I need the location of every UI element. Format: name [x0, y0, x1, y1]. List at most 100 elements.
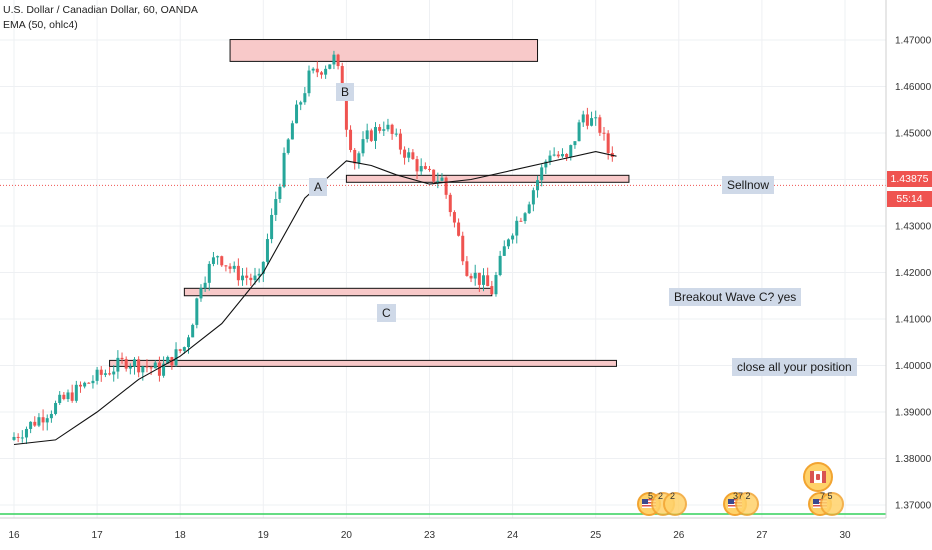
candle-body — [12, 436, 16, 440]
candle-body — [220, 256, 224, 266]
candle-body — [585, 114, 589, 126]
event-count: 2 — [670, 491, 676, 501]
candle-body — [556, 154, 560, 157]
candle-body — [290, 123, 294, 140]
candle-body — [286, 139, 290, 153]
breakout-label[interactable]: Breakout Wave C? yes — [669, 288, 802, 306]
candle-body — [20, 437, 24, 439]
candle-body — [598, 117, 602, 133]
candle-body — [299, 102, 303, 105]
candle-body — [245, 275, 249, 278]
candle-body — [565, 154, 569, 158]
support-resistance-zones — [109, 39, 630, 367]
candle-body — [494, 275, 498, 295]
candle-body — [469, 275, 473, 279]
candle-body — [540, 167, 544, 181]
candle-body — [187, 337, 191, 348]
event-count: 7 5 — [820, 491, 833, 501]
economic-events-group-2[interactable]: 37 2 — [723, 490, 759, 516]
price-tick-label: 1.45000 — [895, 129, 932, 140]
candle-body — [228, 266, 232, 269]
candle-body — [373, 127, 377, 141]
candle-body — [411, 152, 415, 160]
candle-body — [511, 235, 515, 240]
candle-body — [37, 417, 41, 426]
candle-body — [490, 286, 494, 295]
candle-body — [581, 114, 585, 123]
candle-body — [241, 275, 245, 281]
time-tick-label: 16 — [8, 530, 20, 541]
close-all-label[interactable]: close all your position — [732, 358, 857, 376]
candle-body — [465, 261, 469, 276]
candle-body — [62, 394, 66, 400]
time-tick-label: 30 — [839, 530, 851, 541]
candle-body — [295, 104, 299, 124]
candle-body — [207, 263, 211, 283]
candle-body — [70, 392, 74, 401]
candle-body — [390, 124, 394, 134]
candle-body — [423, 166, 427, 169]
sell-now-label[interactable]: Sellnow — [722, 176, 775, 194]
candle-body — [33, 421, 37, 426]
economic-events-group-3[interactable]: 7 5 — [808, 490, 844, 516]
candle-body — [594, 117, 598, 119]
wave-c-label[interactable]: C — [377, 304, 396, 322]
time-tick-label: 27 — [756, 530, 768, 541]
price-tick-label: 1.40000 — [895, 361, 932, 372]
candle-body — [16, 436, 20, 438]
candle-body — [153, 362, 157, 369]
event-count: 37 2 — [733, 491, 751, 501]
candle-body — [257, 273, 261, 276]
candle-body — [149, 367, 153, 369]
price-tick-label: 1.41000 — [895, 315, 932, 326]
candle-body — [498, 255, 502, 276]
candle-body — [137, 359, 141, 373]
countdown-badge: 55:14 — [887, 191, 932, 207]
candle-body — [560, 154, 564, 157]
candle-body — [120, 357, 124, 360]
candle-body — [124, 359, 128, 369]
candle-body — [552, 154, 556, 156]
candle-body — [419, 166, 423, 172]
price-zone[interactable] — [345, 174, 630, 183]
price-tick-label: 1.38000 — [895, 454, 932, 465]
candle-body — [452, 212, 456, 223]
candle-body — [332, 54, 336, 65]
wave-a-label[interactable]: A — [309, 178, 328, 196]
candle-body — [49, 413, 53, 419]
price-zone[interactable] — [229, 39, 539, 62]
time-tick-label: 26 — [673, 530, 685, 541]
time-tick-label: 17 — [92, 530, 104, 541]
candle-body — [473, 272, 477, 279]
candle-body — [203, 282, 207, 289]
candle-body — [457, 222, 461, 236]
time-scale-labels: 16 17 18 19 20 23 24 25 26 27 30 — [8, 530, 851, 541]
candle-body — [54, 403, 58, 414]
candle-body — [236, 265, 240, 281]
candle-body — [590, 118, 594, 126]
candle-body — [403, 149, 407, 158]
candle-body — [103, 373, 107, 375]
candle-body — [83, 382, 87, 387]
price-zone[interactable] — [183, 287, 493, 297]
candle-body — [444, 177, 448, 195]
candle-body — [41, 417, 45, 423]
price-zone[interactable] — [109, 359, 617, 367]
us-flag-icon — [735, 492, 759, 516]
canada-flag-icon[interactable] — [803, 462, 833, 492]
candle-body — [270, 214, 274, 240]
economic-events-group-1[interactable]: 5 2 2 — [637, 490, 687, 516]
candle-body — [78, 384, 82, 387]
candle-body — [157, 362, 161, 376]
candle-body — [45, 418, 49, 423]
candle-body — [315, 68, 319, 73]
candle-body — [531, 190, 535, 205]
current-price-badge: 1.43875 — [887, 171, 932, 187]
candle-body — [87, 382, 91, 384]
candle-body — [319, 72, 323, 75]
wave-b-label[interactable]: B — [336, 83, 355, 101]
price-scale-labels: 1.470001.460001.450001.440001.430001.420… — [895, 36, 932, 512]
candle-body — [141, 366, 145, 373]
candle-body — [577, 122, 581, 142]
